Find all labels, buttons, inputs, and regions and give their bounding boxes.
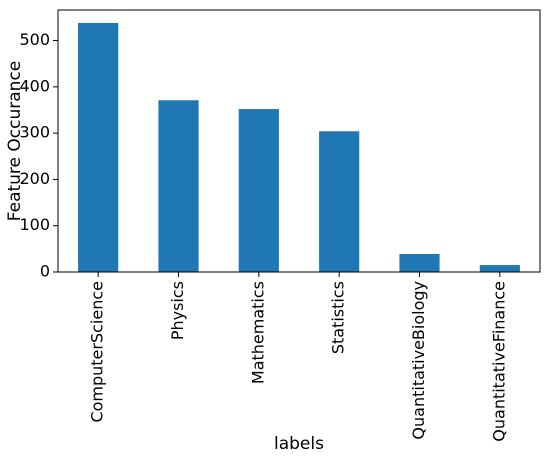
plot-frame bbox=[57, 9, 541, 273]
bar-QuantitativeFinance bbox=[479, 265, 520, 272]
x-tick-label: Mathematics bbox=[248, 281, 267, 384]
x-tick-label: Statistics bbox=[329, 281, 348, 354]
y-tick-label: 500 bbox=[19, 30, 50, 49]
x-tick-label: ComputerScience bbox=[88, 281, 107, 423]
y-tick-label: 300 bbox=[19, 123, 50, 142]
x-ticks-layer: ComputerScience Physics Mathematics Statist… bbox=[88, 272, 508, 442]
x-tick-label: QuantitativeBiology bbox=[409, 281, 428, 440]
bar-Physics bbox=[158, 100, 199, 272]
bar-QuantitativeBiology bbox=[399, 253, 440, 272]
x-tick-label: QuantitativeFinance bbox=[489, 281, 508, 442]
y-tick-label: 0 bbox=[40, 262, 50, 281]
bars-layer bbox=[78, 22, 520, 272]
y-tick-label: 200 bbox=[19, 169, 50, 188]
bar-Statistics bbox=[319, 131, 360, 272]
x-axis-label: labels bbox=[274, 434, 324, 454]
y-ticks-layer: 0 100 200 300 400 500 bbox=[19, 30, 58, 281]
y-axis-label: Feature Occurance bbox=[5, 61, 25, 221]
x-tick-label: Physics bbox=[168, 281, 187, 340]
y-tick-label: 400 bbox=[19, 76, 50, 95]
y-tick-label: 100 bbox=[19, 215, 50, 234]
bar-ComputerScience bbox=[78, 22, 119, 272]
bar-Mathematics bbox=[238, 109, 279, 272]
